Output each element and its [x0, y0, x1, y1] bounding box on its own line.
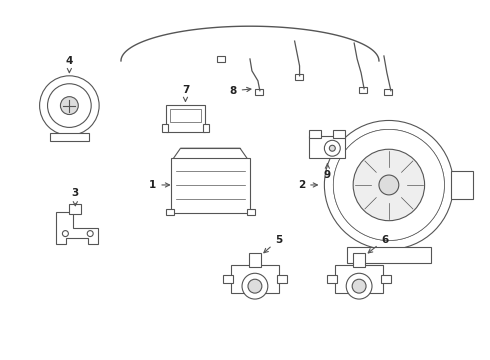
Text: 3: 3 — [72, 188, 79, 206]
Text: 4: 4 — [66, 56, 73, 73]
Bar — [335, 265, 383, 293]
Bar — [255, 89, 263, 95]
Bar — [70, 204, 81, 214]
Bar — [247, 209, 255, 215]
Text: 2: 2 — [298, 180, 318, 190]
Bar — [347, 247, 431, 264]
Bar — [231, 265, 279, 293]
Bar — [249, 253, 261, 267]
Circle shape — [333, 129, 444, 240]
Bar — [359, 87, 367, 93]
Circle shape — [248, 279, 262, 293]
Bar — [217, 56, 225, 62]
Circle shape — [324, 121, 453, 249]
Circle shape — [352, 279, 366, 293]
Bar — [49, 133, 89, 141]
Circle shape — [339, 135, 439, 235]
Text: 1: 1 — [149, 180, 170, 190]
Circle shape — [40, 76, 99, 135]
Circle shape — [345, 141, 433, 229]
Text: 9: 9 — [324, 164, 331, 180]
Bar — [223, 275, 233, 283]
Circle shape — [48, 84, 91, 127]
Text: 5: 5 — [264, 234, 282, 253]
Circle shape — [346, 273, 372, 299]
Bar — [310, 136, 345, 158]
Circle shape — [87, 231, 93, 237]
Bar — [333, 130, 345, 138]
Bar — [162, 125, 168, 132]
Circle shape — [60, 96, 78, 114]
Circle shape — [242, 273, 268, 299]
Circle shape — [324, 140, 340, 156]
Bar — [327, 275, 337, 283]
Bar — [451, 171, 473, 199]
Circle shape — [62, 231, 69, 237]
Bar — [353, 253, 365, 267]
Bar — [277, 275, 287, 283]
Text: 7: 7 — [182, 85, 189, 102]
Bar — [310, 130, 321, 138]
Circle shape — [329, 145, 335, 151]
Text: 6: 6 — [368, 234, 389, 253]
Polygon shape — [56, 212, 98, 244]
Bar — [171, 158, 250, 213]
Text: 8: 8 — [229, 86, 251, 96]
Circle shape — [353, 149, 425, 221]
Bar — [170, 109, 201, 122]
Bar — [384, 89, 392, 95]
Bar — [203, 125, 209, 132]
Bar — [166, 105, 205, 132]
Bar — [381, 275, 391, 283]
Circle shape — [379, 175, 399, 195]
Bar — [294, 74, 302, 80]
Bar — [166, 209, 173, 215]
Circle shape — [333, 129, 444, 240]
